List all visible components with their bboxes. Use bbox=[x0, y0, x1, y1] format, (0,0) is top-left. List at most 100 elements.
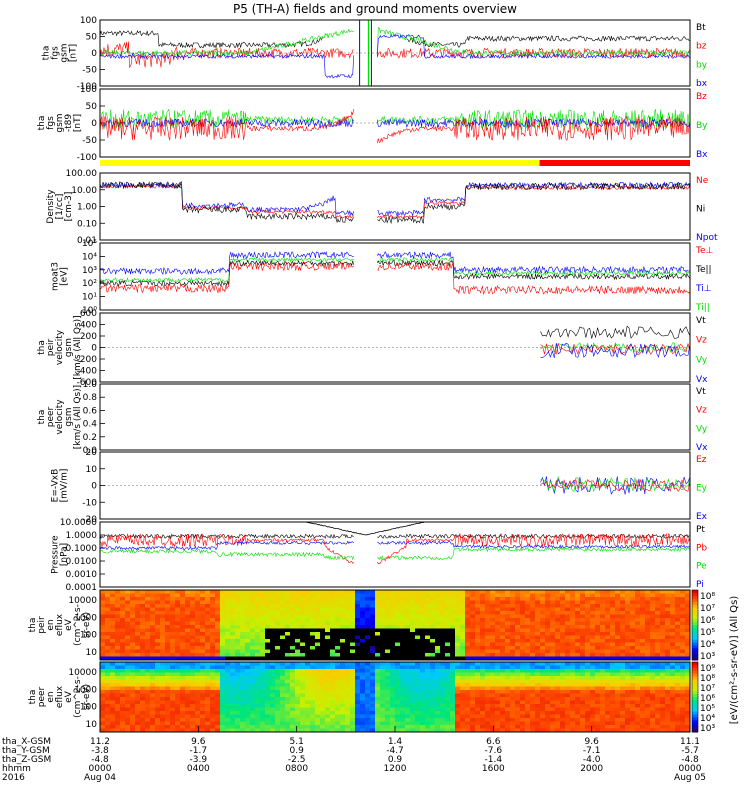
spectrogram-cell bbox=[555, 728, 561, 733]
spectrogram-cell bbox=[470, 676, 476, 680]
spectrogram-cell bbox=[290, 672, 296, 677]
spectrogram-cell bbox=[140, 642, 146, 647]
spectrogram-cell bbox=[215, 614, 221, 619]
spectrogram-cell bbox=[185, 639, 191, 643]
spectrogram-cell bbox=[220, 611, 226, 615]
spectrogram-cell bbox=[565, 656, 571, 661]
spectrogram-cell bbox=[260, 621, 266, 626]
spectrogram-cell bbox=[480, 686, 486, 691]
spectrogram-cell bbox=[120, 728, 126, 733]
spectrogram-cell bbox=[135, 679, 141, 684]
spectrogram-cell bbox=[330, 649, 336, 654]
spectrogram-cell bbox=[340, 656, 346, 661]
y-tick-label: 1.0000 bbox=[66, 531, 98, 541]
spectrogram-cell bbox=[660, 707, 666, 712]
spectrogram-cell bbox=[675, 679, 681, 684]
spectrogram-cell bbox=[280, 700, 286, 705]
spectrogram-cell bbox=[230, 718, 236, 722]
spectrogram-cell bbox=[100, 721, 106, 726]
spectrogram-cell bbox=[200, 614, 206, 619]
spectrogram-cell bbox=[350, 646, 356, 650]
spectrogram-cell bbox=[485, 649, 491, 654]
spectrogram-cell bbox=[255, 621, 261, 626]
spectrogram-cell bbox=[170, 711, 176, 715]
spectrogram-cell bbox=[200, 597, 206, 601]
spectrogram-cell bbox=[680, 676, 686, 680]
spectrogram-cell bbox=[210, 656, 216, 661]
spectrogram-cell bbox=[425, 728, 431, 733]
spectrogram-cell bbox=[225, 656, 231, 661]
spectrogram-cell bbox=[415, 611, 421, 615]
spectrogram-cell bbox=[205, 646, 211, 650]
spectrogram-cell bbox=[240, 676, 246, 680]
spectrogram-cell bbox=[470, 728, 476, 733]
y-tick-label: -10 bbox=[82, 498, 97, 508]
spectrogram-cell bbox=[275, 646, 281, 650]
spectrogram-cell bbox=[255, 662, 261, 666]
spectrogram-cell bbox=[365, 676, 371, 680]
spectrogram-cell bbox=[190, 639, 196, 643]
spectrogram-cell bbox=[355, 607, 361, 612]
spectrogram-cell bbox=[335, 718, 341, 722]
spectrogram-cell bbox=[605, 690, 611, 694]
spectrogram-cell bbox=[670, 693, 676, 698]
spectrogram-cell bbox=[645, 686, 651, 691]
spectrogram-cell bbox=[540, 707, 546, 712]
spectrogram-cell bbox=[505, 621, 511, 626]
spectrogram-cell bbox=[245, 679, 251, 684]
spectrogram-cell bbox=[400, 632, 406, 636]
spectrogram-cell bbox=[165, 604, 171, 608]
spectrogram-cell bbox=[545, 725, 551, 729]
spectrogram-cell bbox=[505, 632, 511, 636]
spectrogram-cell bbox=[635, 721, 641, 726]
spectrogram-cell bbox=[585, 700, 591, 705]
spectrogram-cell bbox=[180, 656, 186, 661]
spectrogram-cell bbox=[285, 700, 291, 705]
colorbar-cell bbox=[692, 694, 698, 698]
spectrogram-cell bbox=[135, 646, 141, 650]
spectrogram-cell bbox=[600, 676, 606, 680]
spectrogram-cell bbox=[235, 625, 241, 629]
spectrogram-cell bbox=[190, 635, 196, 640]
spectrogram-cell bbox=[245, 625, 251, 629]
spectrogram-cell bbox=[605, 669, 611, 673]
spectrogram-cell bbox=[615, 604, 621, 608]
spectrogram-cell bbox=[200, 635, 206, 640]
spectrogram-cell bbox=[180, 676, 186, 680]
spectrogram-cell bbox=[420, 714, 426, 719]
spectrogram-cell bbox=[675, 628, 681, 633]
spectrogram-cell bbox=[665, 646, 671, 650]
spectrogram-cell bbox=[670, 614, 676, 619]
spectrogram-cell bbox=[520, 693, 526, 698]
spectrogram-cell bbox=[175, 721, 181, 726]
spectrogram-cell bbox=[300, 646, 306, 650]
spectrogram-cell bbox=[360, 621, 366, 626]
spectrogram-cell bbox=[580, 697, 586, 701]
spectrogram-cell bbox=[520, 618, 526, 622]
spectrogram-cell bbox=[105, 700, 111, 705]
spectrogram-cell bbox=[505, 672, 511, 677]
spectrogram-cell bbox=[210, 679, 216, 684]
spectrogram-cell bbox=[505, 590, 511, 594]
spectrogram-cell bbox=[345, 597, 351, 601]
spectrogram-cell bbox=[365, 653, 371, 657]
spectrogram-cell bbox=[275, 725, 281, 729]
spectrogram-cell bbox=[460, 635, 466, 640]
spectrogram-cell bbox=[490, 593, 496, 598]
spectrogram-cell bbox=[140, 711, 146, 715]
spectrogram-cell bbox=[490, 656, 496, 661]
spectrogram-cell bbox=[450, 697, 456, 701]
spectrogram-cell bbox=[245, 669, 251, 673]
spectrogram-cell bbox=[425, 690, 431, 694]
spectrogram-cell bbox=[330, 646, 336, 650]
spectrogram-cell bbox=[155, 653, 161, 657]
spectrogram-cell bbox=[610, 662, 616, 666]
spectrogram-cell bbox=[490, 642, 496, 647]
colorbar-cell bbox=[692, 627, 698, 632]
spectrogram-cell bbox=[560, 649, 566, 654]
spectrogram-cell bbox=[210, 639, 216, 643]
series-line bbox=[99, 27, 691, 57]
spectrogram-cell bbox=[340, 639, 346, 643]
spectrogram-cell bbox=[355, 597, 361, 601]
spectrogram-cell bbox=[160, 721, 166, 726]
